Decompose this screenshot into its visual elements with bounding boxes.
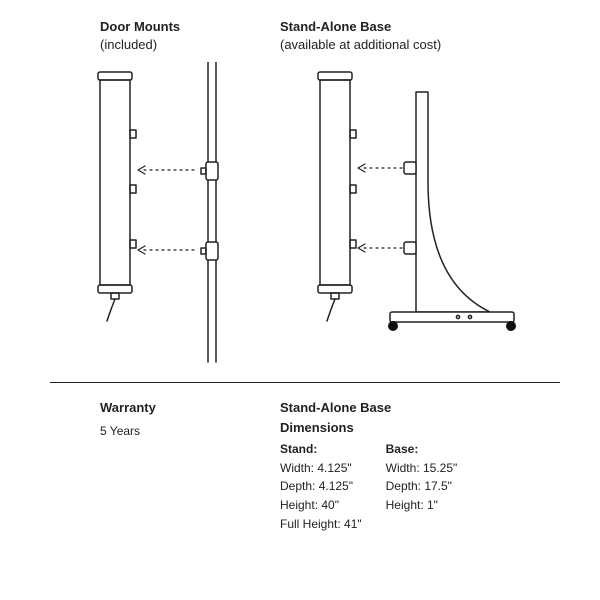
- mount-diagram: [60, 62, 540, 377]
- dimensions-block: Stand-Alone Base Dimensions Stand: Width…: [280, 398, 457, 533]
- base-row: Height: 1": [386, 496, 458, 515]
- base-row: Depth: 17.5": [386, 477, 458, 496]
- warranty-heading: Warranty: [100, 398, 156, 418]
- stand-row: Full Height: 41": [280, 515, 362, 534]
- dimensions-heading-1: Stand-Alone Base: [280, 398, 457, 418]
- stand-row: Width: 4.125": [280, 459, 362, 478]
- divider-rule: [50, 382, 560, 383]
- header-right: Stand-Alone Base (available at additiona…: [280, 18, 441, 53]
- stand-row: Height: 40": [280, 496, 362, 515]
- header-right-sub: (available at additional cost): [280, 36, 441, 54]
- base-row: Width: 15.25": [386, 459, 458, 478]
- header-left-sub: (included): [100, 36, 180, 54]
- base-col: Base: Width: 15.25" Depth: 17.5" Height:…: [386, 440, 458, 533]
- header-right-title: Stand-Alone Base: [280, 18, 441, 36]
- base-label: Base:: [386, 440, 458, 459]
- header-left: Door Mounts (included): [100, 18, 180, 53]
- dimensions-heading-2: Dimensions: [280, 418, 457, 438]
- warranty-block: Warranty 5 Years: [100, 398, 156, 441]
- stand-col: Stand: Width: 4.125" Depth: 4.125" Heigh…: [280, 440, 362, 533]
- stand-row: Depth: 4.125": [280, 477, 362, 496]
- warranty-value: 5 Years: [100, 422, 156, 441]
- header-left-title: Door Mounts: [100, 18, 180, 36]
- stand-label: Stand:: [280, 440, 362, 459]
